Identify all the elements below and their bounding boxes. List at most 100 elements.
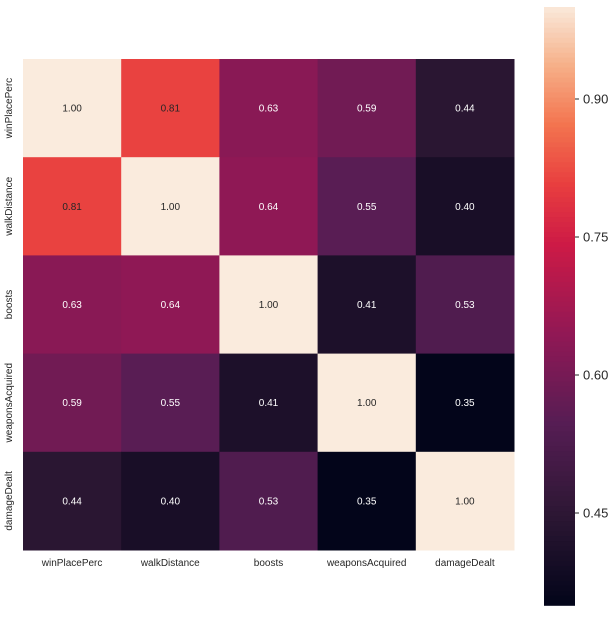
heatmap-cell xyxy=(317,157,417,256)
colorbar-segment xyxy=(544,320,575,327)
colorbar-segment xyxy=(544,81,575,88)
colorbar-segment xyxy=(544,310,575,317)
colorbar-segment xyxy=(544,470,575,477)
heatmap-cell xyxy=(415,59,515,158)
y-tick-label: boosts xyxy=(4,290,15,319)
colorbar-segment xyxy=(544,520,575,527)
heatmap-cell xyxy=(121,451,220,551)
colorbar-segment xyxy=(544,166,575,173)
colorbar-segment xyxy=(544,600,575,606)
colorbar-segment xyxy=(544,251,575,257)
colorbar-segment xyxy=(544,191,575,198)
cell-annotation: 0.53 xyxy=(455,300,475,311)
colorbar-segment xyxy=(544,595,575,601)
colorbar-segment xyxy=(544,580,575,586)
colorbar-segment xyxy=(544,325,575,332)
colorbar-segment xyxy=(544,146,575,153)
colorbar-segment xyxy=(544,206,575,213)
colorbar-segment xyxy=(544,291,575,297)
colorbar-segment xyxy=(544,370,575,377)
colorbar-segment xyxy=(544,156,575,163)
colorbar-segment xyxy=(544,440,575,447)
colorbar-segment xyxy=(544,525,575,532)
colorbar-segment xyxy=(544,530,575,537)
cell-annotation: 0.64 xyxy=(259,202,279,213)
colorbar-segment xyxy=(544,425,575,432)
colorbar-segment xyxy=(544,560,575,566)
colorbar-segment xyxy=(544,61,575,68)
colorbar-tick-label: 0.60 xyxy=(583,368,608,383)
colorbar-segment xyxy=(544,306,575,312)
colorbar-segment xyxy=(544,550,575,556)
cell-annotation: 0.59 xyxy=(357,104,377,115)
colorbar-segment xyxy=(544,186,575,193)
colorbar-segment xyxy=(544,201,575,208)
colorbar-segment xyxy=(544,585,575,591)
y-tick-label: winPlacePerc xyxy=(4,78,15,140)
colorbar-segment xyxy=(544,400,575,407)
colorbar-segment xyxy=(544,116,575,123)
heatmap-cell xyxy=(23,255,122,355)
cell-annotation: 1.00 xyxy=(161,202,181,213)
colorbar-segment xyxy=(544,76,575,83)
colorbar-segment xyxy=(544,161,575,168)
colorbar-segment xyxy=(544,51,575,58)
colorbar-segment xyxy=(544,246,575,252)
colorbar-segment xyxy=(544,181,575,188)
colorbar-segment xyxy=(544,141,575,148)
heatmap-cell xyxy=(219,59,319,158)
colorbar-segment xyxy=(544,91,575,98)
heatmap-cell xyxy=(121,353,220,453)
heatmap-cell xyxy=(23,353,122,453)
colorbar-segment xyxy=(544,480,575,487)
colorbar-segment xyxy=(544,216,575,223)
colorbar-segment xyxy=(544,340,575,347)
cell-annotation: 0.40 xyxy=(161,496,181,507)
colorbar-segment xyxy=(544,171,575,178)
colorbar-segment xyxy=(544,16,575,23)
cell-annotation: 0.81 xyxy=(62,202,82,213)
colorbar-segment xyxy=(544,176,575,183)
colorbar-segment xyxy=(544,420,575,427)
colorbar-segment xyxy=(544,31,575,38)
colorbar-segment xyxy=(544,126,575,133)
colorbar-segment xyxy=(544,131,575,138)
colorbar-segment xyxy=(544,261,575,267)
heatmap-cell xyxy=(23,157,122,256)
colorbar-segment xyxy=(544,330,575,337)
colorbar-segment xyxy=(544,296,575,302)
colorbar-segment xyxy=(544,540,575,546)
cell-annotation: 1.00 xyxy=(455,496,475,507)
colorbar-segment xyxy=(544,256,575,262)
colorbar-segment xyxy=(544,390,575,397)
cell-annotation: 0.55 xyxy=(357,202,377,213)
colorbar-segment xyxy=(544,101,575,108)
colorbar-segment xyxy=(544,21,575,28)
x-tick-label: damageDealt xyxy=(435,558,495,569)
colorbar-segment xyxy=(544,415,575,422)
colorbar-segment xyxy=(544,555,575,561)
heatmap-cell xyxy=(317,451,417,551)
cell-annotation: 0.44 xyxy=(62,496,82,507)
colorbar-segment xyxy=(544,86,575,93)
colorbar-segment xyxy=(544,405,575,412)
heatmap-cell xyxy=(219,451,319,551)
colorbar-segment xyxy=(544,301,575,307)
y-tick-label: weaponsAcquired xyxy=(4,363,15,444)
y-tick-labels: winPlacePerc walkDistance boosts weaponsAcq… xyxy=(4,78,15,531)
cell-annotation: 0.44 xyxy=(455,104,475,115)
cell-annotation: 1.00 xyxy=(259,300,279,311)
colorbar-segment xyxy=(544,196,575,203)
x-tick-label: weaponsAcquired xyxy=(326,558,407,569)
colorbar-segment xyxy=(544,121,575,128)
colorbar-tick-label: 0.90 xyxy=(583,92,608,107)
colorbar-segment xyxy=(544,221,575,228)
colorbar-segment xyxy=(544,430,575,437)
colorbar-segment xyxy=(544,226,575,233)
colorbar-segment xyxy=(544,590,575,596)
colorbar-segment xyxy=(544,575,575,581)
colorbar-segment xyxy=(544,281,575,287)
colorbar-segment xyxy=(544,450,575,457)
